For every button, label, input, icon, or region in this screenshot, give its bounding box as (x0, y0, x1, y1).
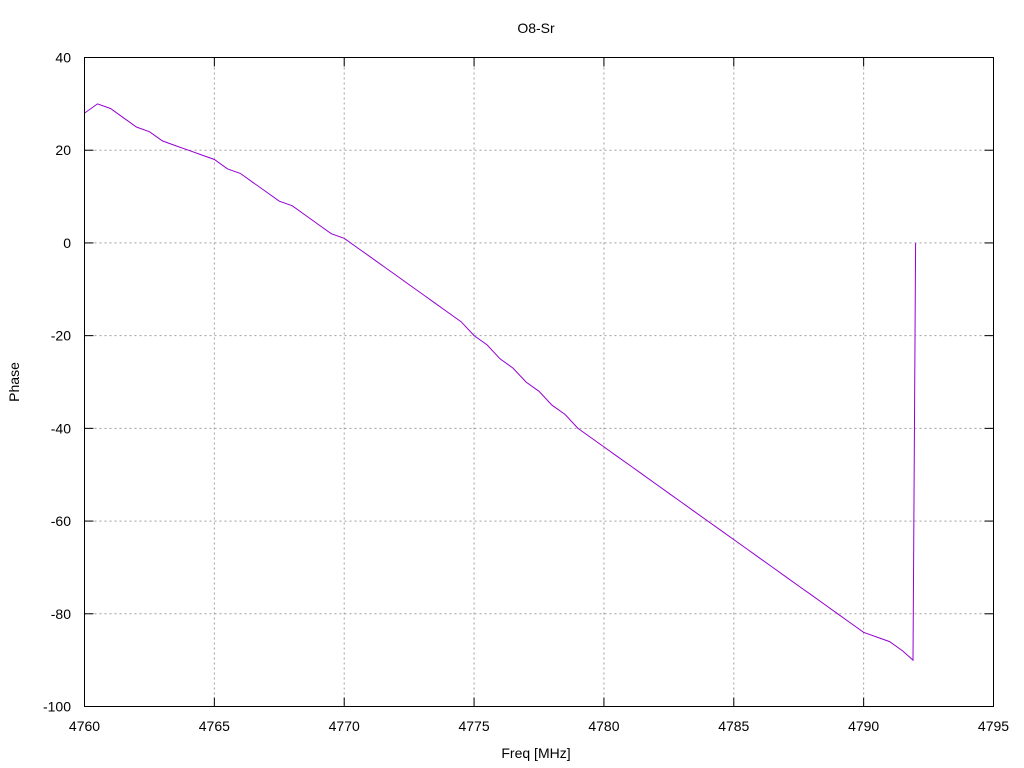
y-tick-label: -40 (51, 420, 71, 436)
series-layer (84, 103, 917, 662)
y-tick-label: -100 (43, 699, 71, 715)
y-tick-labels: -100 -80 -60 -40 -20 0 20 40 (43, 50, 71, 715)
x-tick-label: 4790 (848, 718, 879, 734)
y-tick-label: 40 (55, 50, 71, 66)
x-tick-label: 4770 (329, 718, 360, 734)
y-tick-label: 20 (55, 142, 71, 158)
tick-marks (84, 57, 994, 707)
x-tick-label: 4760 (69, 718, 100, 734)
x-tick-label: 4795 (978, 718, 1009, 734)
plot-frame (84, 57, 994, 707)
x-tick-label: 4780 (588, 718, 619, 734)
series-line (84, 103, 917, 662)
x-axis-title: Freq [MHz] (501, 745, 570, 761)
x-tick-label: 4775 (458, 718, 489, 734)
y-tick-label: -20 (51, 328, 71, 344)
y-tick-label: -60 (51, 513, 71, 529)
x-tick-label: 4785 (718, 718, 749, 734)
y-axis-title: Phase (6, 362, 22, 402)
x-tick-label: 4765 (199, 718, 230, 734)
chart-title: O8-Sr (517, 20, 555, 36)
grid-lines (84, 57, 994, 707)
y-tick-label: 0 (63, 235, 71, 251)
y-tick-label: -80 (51, 606, 71, 622)
x-tick-labels: 4760 4765 4770 4775 4780 4785 4790 4795 (69, 718, 1009, 734)
